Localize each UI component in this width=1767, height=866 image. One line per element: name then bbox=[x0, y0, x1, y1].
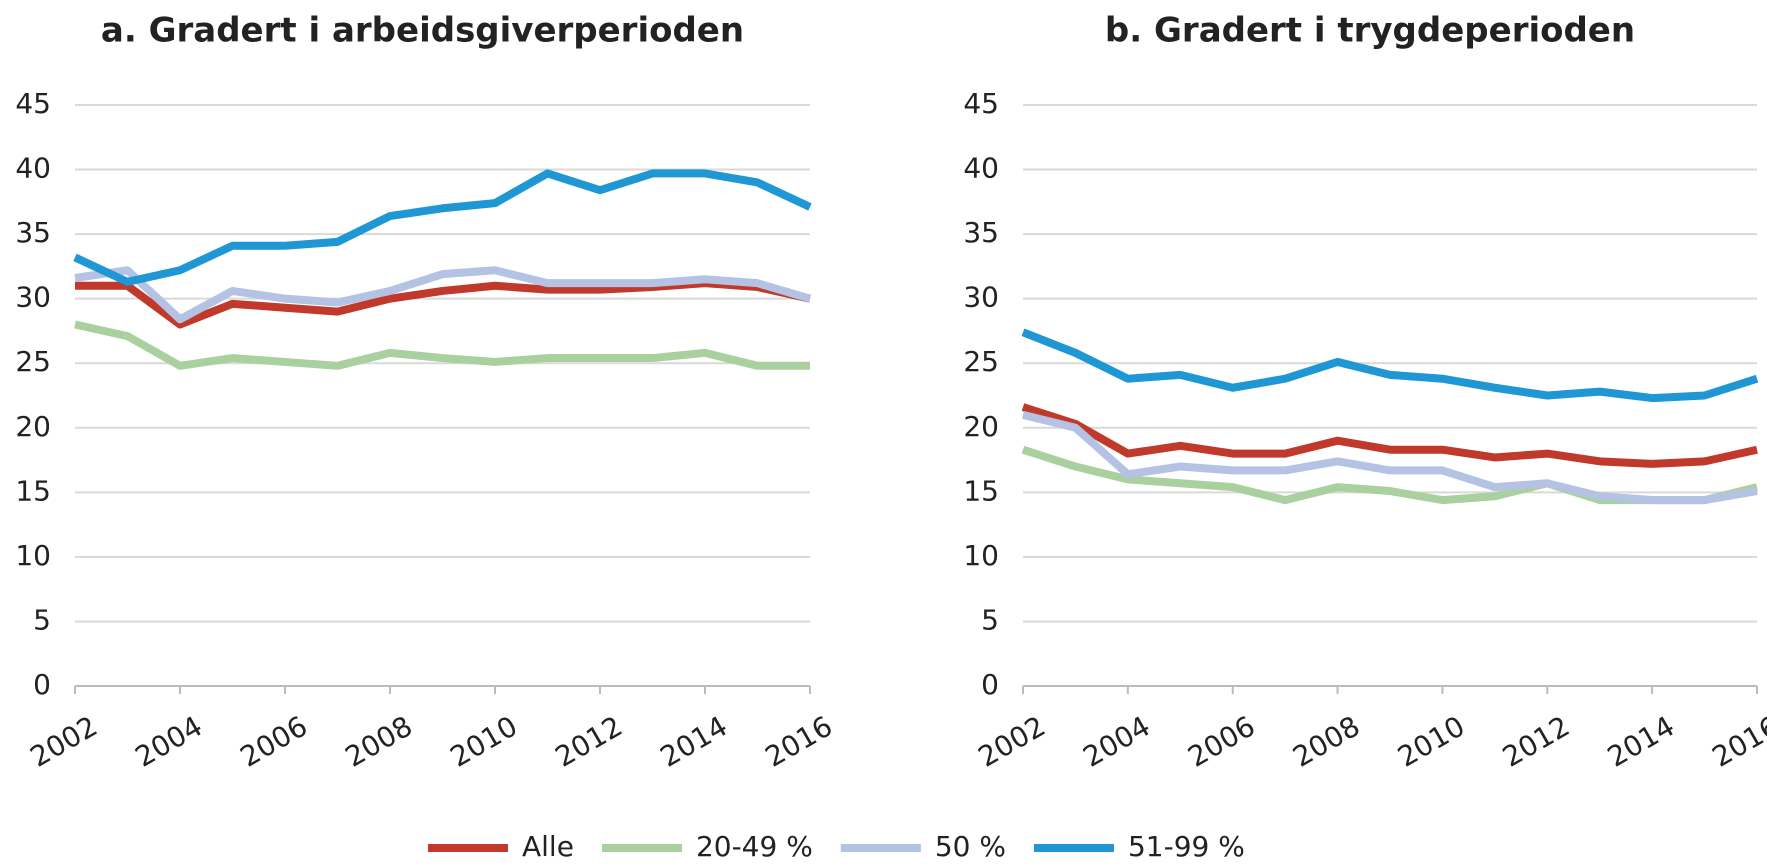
chart-title: b. Gradert i trygdeperioden bbox=[1105, 11, 1635, 51]
y-tick-label: 20 bbox=[15, 410, 51, 443]
x-tick-label: 2010 bbox=[1392, 709, 1470, 773]
x-tick-label: 2008 bbox=[1287, 709, 1365, 773]
y-tick-label: 5 bbox=[981, 603, 999, 636]
y-tick-label: 30 bbox=[15, 281, 51, 314]
x-tick-label: 2014 bbox=[1602, 709, 1680, 773]
y-tick-label: 10 bbox=[15, 539, 51, 572]
series-line: Alle bbox=[1021, 403, 1758, 468]
y-tick-label: 45 bbox=[15, 87, 51, 120]
x-tick-label: 2006 bbox=[1182, 709, 1260, 773]
series-line: 51-99 % bbox=[1021, 328, 1759, 403]
x-tick-label: 2004 bbox=[1078, 709, 1156, 773]
chart-title: a. Gradert i arbeidsgiverperioden bbox=[101, 11, 744, 51]
x-tick-label: 2002 bbox=[973, 709, 1051, 773]
series-line: 50 % bbox=[74, 266, 812, 324]
y-tick-label: 0 bbox=[981, 668, 999, 701]
x-tick-label: 2008 bbox=[340, 709, 418, 773]
x-tick-label: 2012 bbox=[550, 709, 628, 773]
y-tick-label: 35 bbox=[963, 216, 999, 249]
y-tick-label: 0 bbox=[33, 668, 51, 701]
y-tick-label: 30 bbox=[963, 281, 999, 314]
series-line: 20-49 % bbox=[74, 320, 810, 370]
y-tick-label: 40 bbox=[15, 152, 51, 185]
x-tick-label: 2006 bbox=[235, 709, 313, 773]
y-tick-label: 25 bbox=[15, 345, 51, 378]
y-tick-label: 5 bbox=[33, 603, 51, 636]
x-tick-label: 2004 bbox=[130, 709, 208, 773]
y-tick-label: 45 bbox=[963, 87, 999, 120]
series-line: 51-99 % bbox=[73, 169, 812, 286]
y-tick-label: 25 bbox=[963, 345, 999, 378]
x-tick-label: 2010 bbox=[445, 709, 523, 773]
x-tick-label: 2014 bbox=[655, 709, 733, 773]
legend-label: 51-99 % bbox=[1128, 830, 1245, 863]
x-tick-label: 2012 bbox=[1497, 709, 1575, 773]
legend-label: Alle bbox=[522, 830, 574, 863]
y-tick-label: 40 bbox=[963, 152, 999, 185]
x-tick-label: 2016 bbox=[1707, 709, 1767, 773]
y-tick-label: 10 bbox=[963, 539, 999, 572]
series-line: 50 % bbox=[1022, 410, 1758, 505]
y-tick-label: 20 bbox=[963, 410, 999, 443]
legend-label: 50 % bbox=[935, 830, 1006, 863]
x-tick-label: 2016 bbox=[760, 709, 838, 773]
y-tick-label: 15 bbox=[15, 474, 51, 507]
y-tick-label: 15 bbox=[963, 474, 999, 507]
legend-label: 20-49 % bbox=[696, 830, 813, 863]
x-tick-label: 2002 bbox=[25, 709, 103, 773]
y-tick-label: 35 bbox=[15, 216, 51, 249]
